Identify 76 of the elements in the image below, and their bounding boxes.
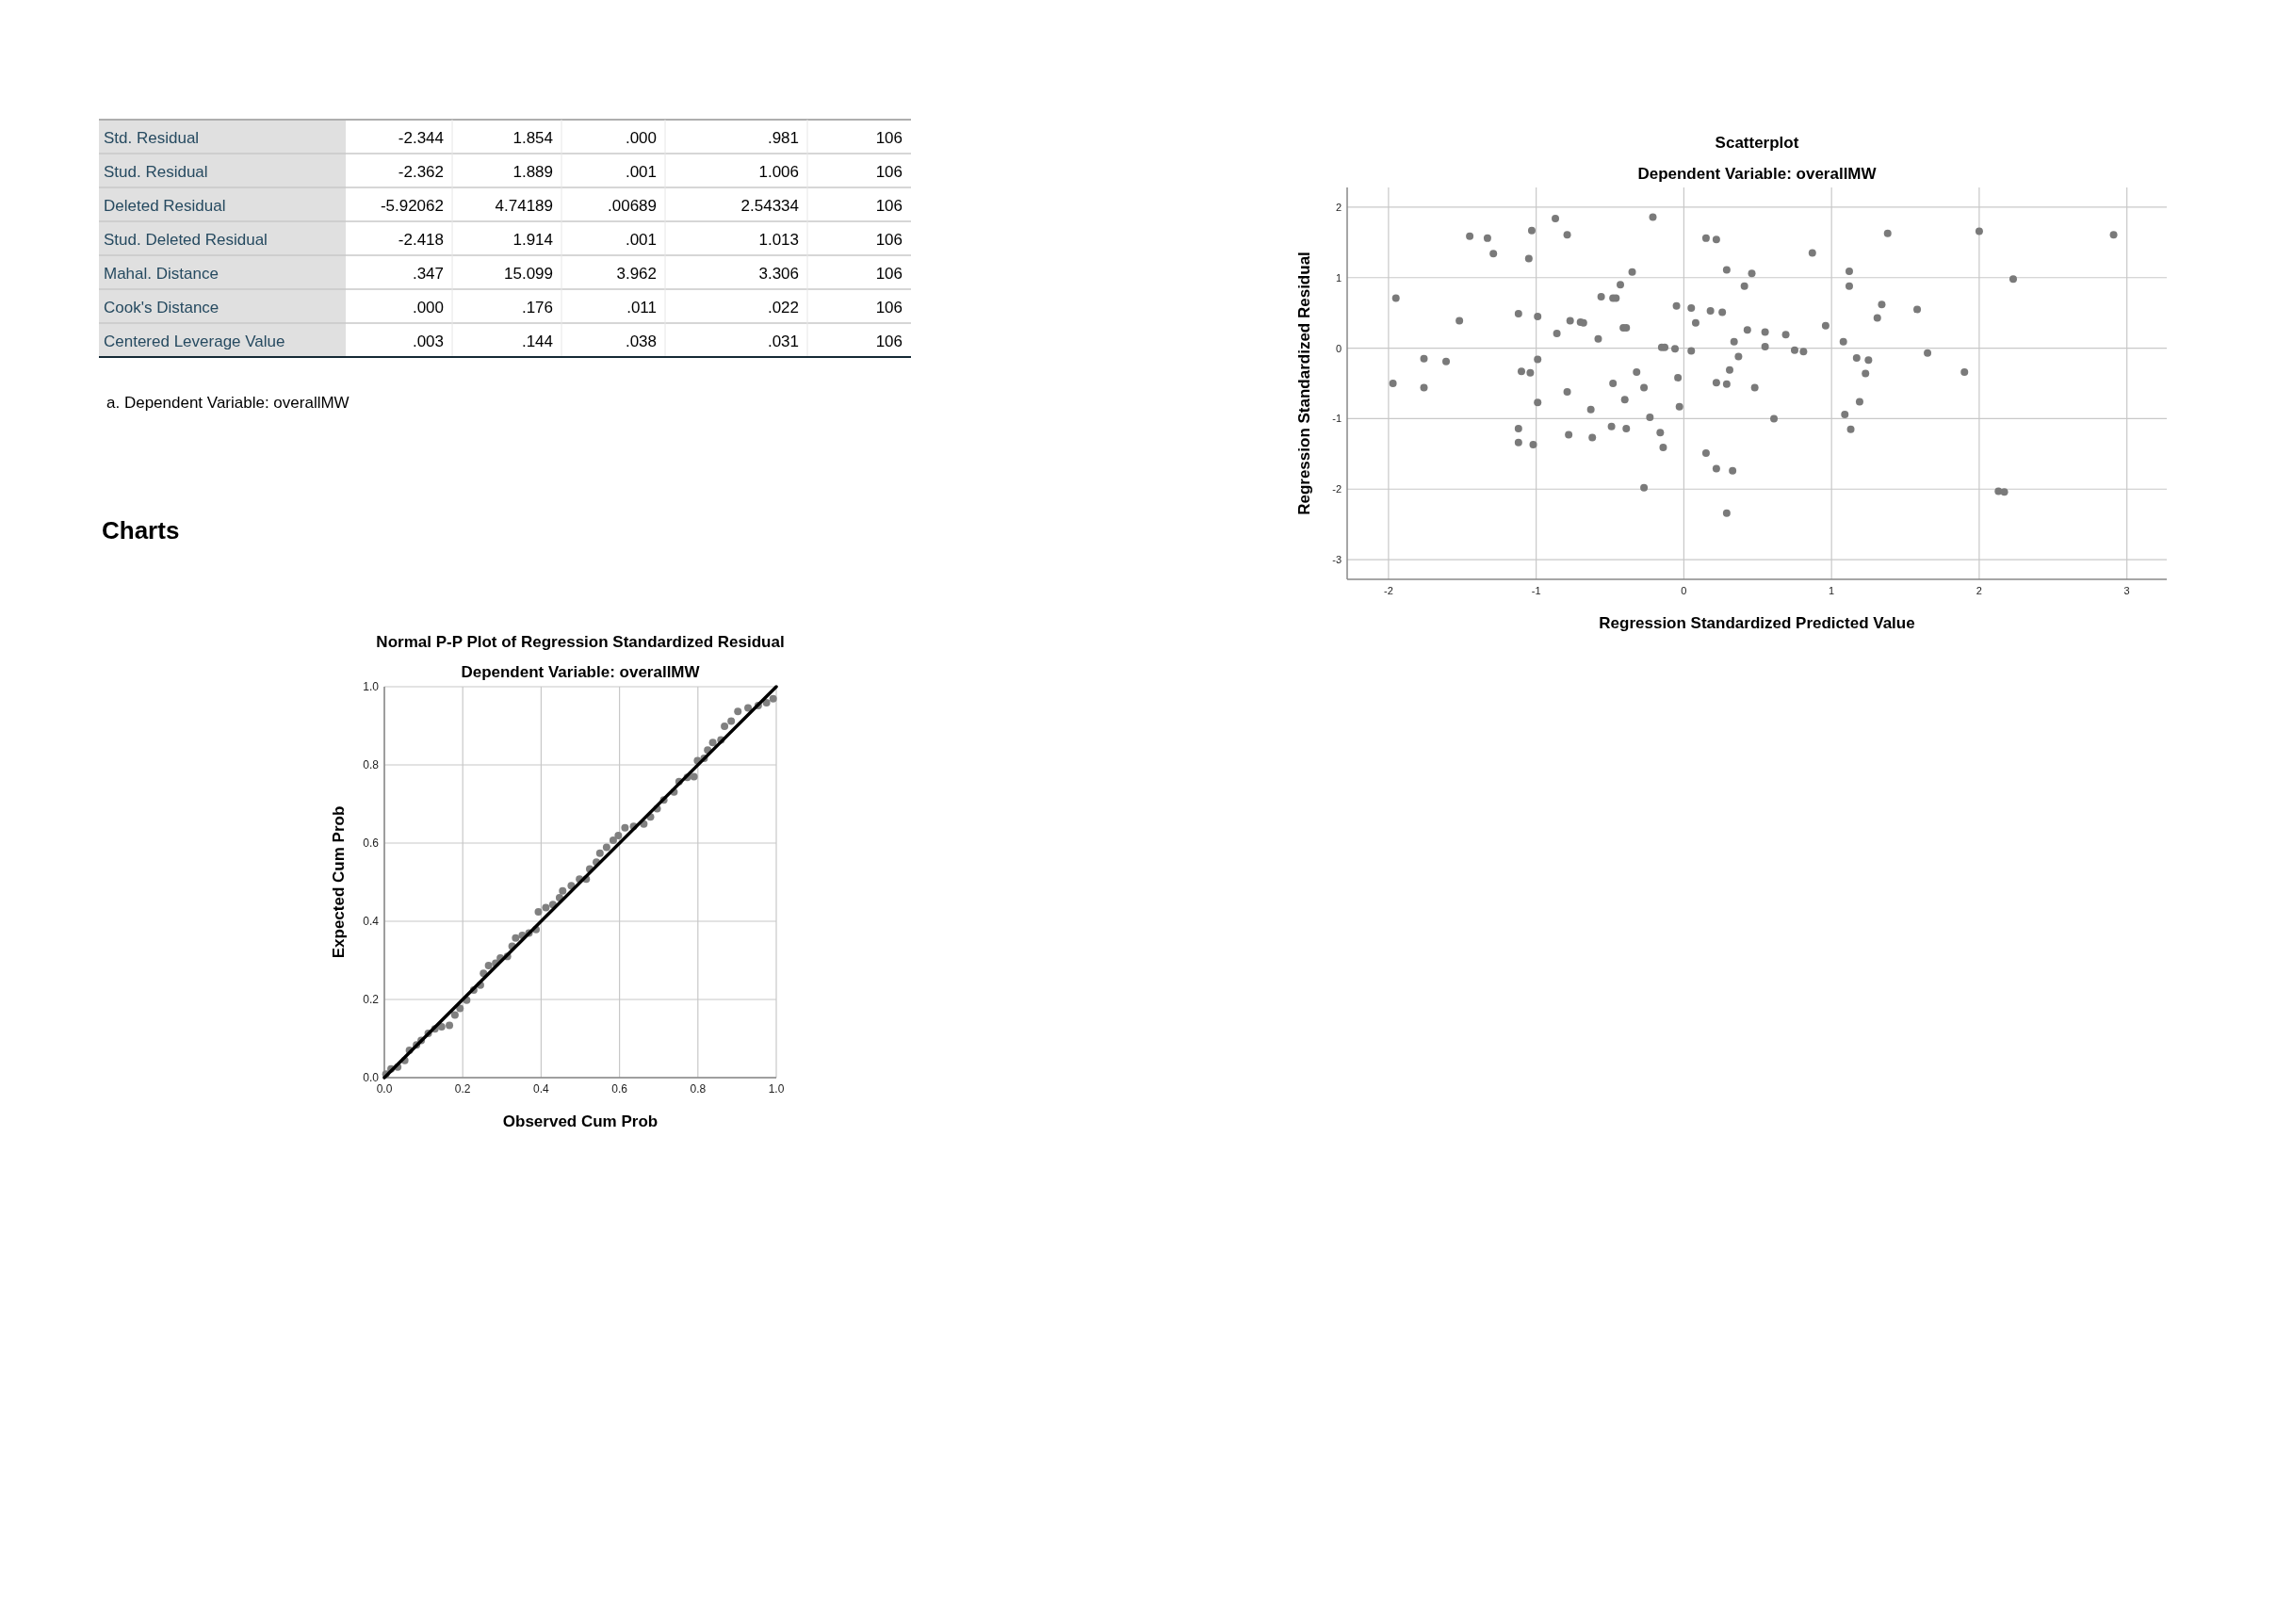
text: .003 [412,333,444,350]
x-tick-label: 1 [1829,585,1835,596]
y-axis-title: Regression Standardized Residual [1295,252,1313,515]
text: -5.92062 [380,197,444,215]
text: .981 [767,129,799,147]
chart-title: Normal P-P Plot of Regression Standardized Residual [376,633,785,651]
x-tick-label: 0.0 [376,1082,393,1096]
x-tick-label: 0 [1681,585,1687,596]
category-label: Centered Leverage Value [104,333,285,350]
y-tick-label: 1.0 [363,680,380,693]
text: .347 [412,265,444,283]
chart-subtitle: Dependent Variable: overallMW [1637,165,1878,183]
text: .001 [625,163,657,181]
x-tick-label: 0.2 [454,1082,471,1096]
text: .00689 [608,197,657,215]
y-tick-label: -3 [1332,554,1342,566]
x-tick-label: 3 [2123,585,2130,596]
category-label: Stud. Residual [104,163,208,181]
text: .144 [521,333,553,350]
text: 106 [875,129,903,147]
x-axis-title: Regression Standardized Predicted Value [1599,614,1915,632]
y-tick-label: 1 [1335,271,1342,284]
text: 2.54334 [740,197,799,215]
text: .031 [767,333,799,350]
y-tick-label: 0.4 [363,915,380,928]
text: 106 [875,333,903,350]
category-label: Stud. Deleted Residual [104,231,268,249]
text: .000 [625,129,657,147]
category-label: Deleted Residual [104,197,226,215]
chart-subtitle: Dependent Variable: overallMW [461,663,701,681]
text: 106 [875,265,903,283]
y-tick-label: 0 [1335,342,1342,354]
x-tick-label: 0.4 [533,1082,550,1096]
y-tick-label: -2 [1332,483,1342,495]
y-axis-title: Expected Cum Prob [330,805,348,959]
text: .001 [625,231,657,249]
text: 4.74189 [495,197,553,215]
x-tick-label: 1.0 [768,1082,785,1096]
text: .000 [412,299,444,317]
y-tick-label: 2 [1335,201,1342,213]
text: .022 [767,299,799,317]
text: 106 [875,231,903,249]
text: .011 [626,299,657,317]
text: 1.889 [512,163,553,181]
text: 1.854 [512,129,553,147]
x-tick-label: 2 [1976,585,1982,596]
text: -2.418 [398,231,444,249]
x-tick-label: 0.8 [690,1082,707,1096]
text: 15.099 [504,265,553,283]
x-tick-label: -1 [1531,585,1541,596]
text: 106 [875,299,903,317]
category-label: Std. Residual [104,129,200,147]
y-tick-label: 0.6 [363,836,380,850]
category-label: Cook's Distance [104,299,220,317]
x-tick-label: 0.6 [611,1082,628,1096]
y-tick-label: 0.8 [363,758,380,771]
y-tick-label: 0.0 [363,1071,380,1084]
text: 1.914 [512,231,553,249]
text: .038 [625,333,657,350]
text: 3.306 [758,265,799,283]
x-tick-label: -2 [1384,585,1393,596]
text: 1.006 [758,163,799,181]
text: 1.013 [758,231,799,249]
text: -2.362 [398,163,444,181]
text: -2.344 [398,129,444,147]
y-tick-label: -1 [1332,413,1342,425]
category-label: Mahal. Distance [104,265,219,283]
text: .176 [521,299,553,317]
x-axis-title: Observed Cum Prob [502,1112,659,1130]
text: Charts [102,516,180,544]
text: 3.962 [616,265,657,283]
y-tick-label: 0.2 [363,993,380,1006]
text: 106 [875,163,903,181]
text: 106 [875,197,903,215]
chart-title: Scatterplot [1715,134,1799,152]
text: a. Dependent Variable: overallMW [106,394,350,412]
